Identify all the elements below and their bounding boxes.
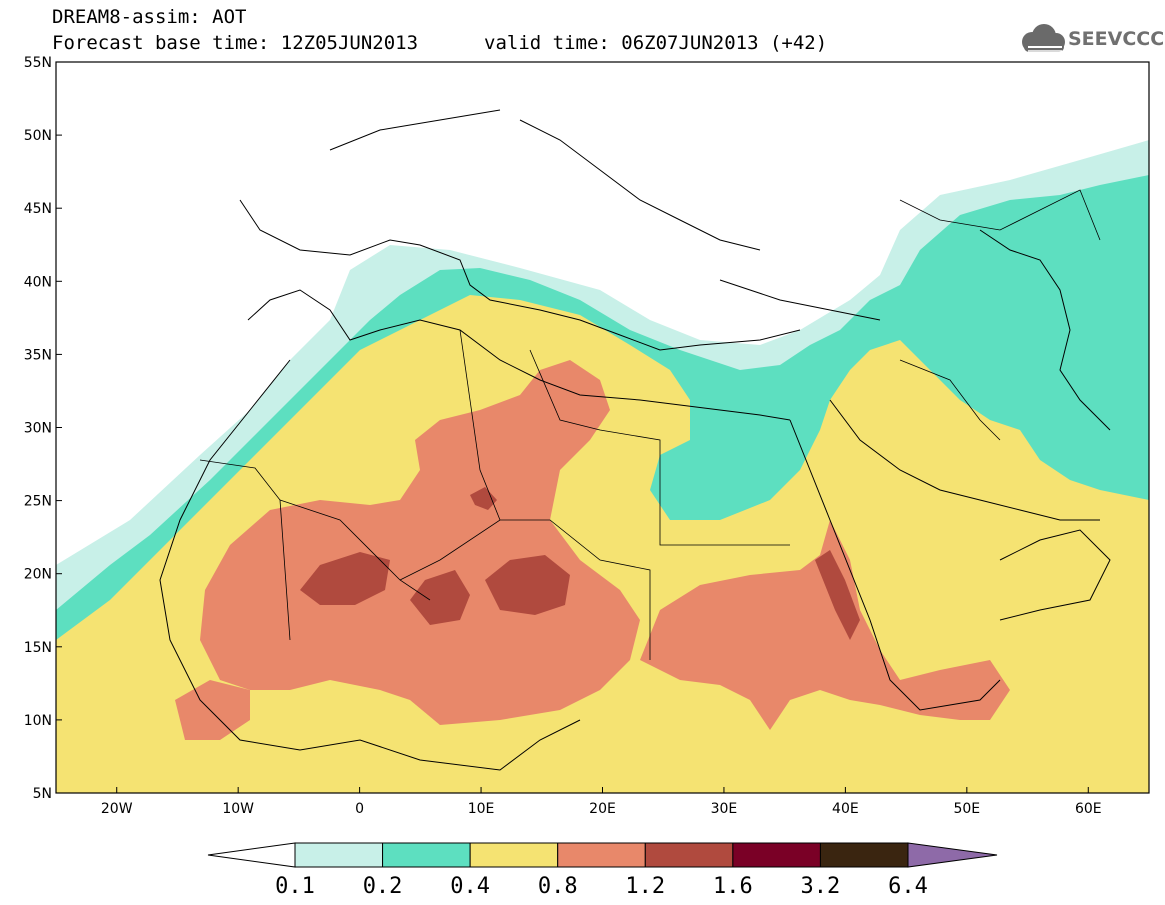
longitude-axis: 20W 10W 0 10E 20E 30E 40E 50E 60E	[101, 787, 1102, 817]
lat-tick-label: 50N	[24, 128, 52, 144]
aot-level-0.8-sahara	[200, 360, 640, 725]
colorbar-label: 3.2	[801, 874, 841, 899]
colorbar-segment	[819, 842, 909, 868]
colorbar-under-arrow	[207, 842, 296, 868]
aot-level-1.2-e	[815, 550, 860, 640]
lon-tick-label: 0	[355, 801, 364, 817]
lon-tick-label: 50E	[953, 801, 980, 817]
colorbar-label: 0.1	[275, 874, 315, 899]
aot-level-0.8-east	[640, 520, 1010, 730]
colorbar-label: 1.6	[713, 874, 753, 899]
colorbar-segment	[732, 842, 821, 868]
aot-level-1.2-c	[485, 555, 570, 615]
aot-level-1.2-d	[470, 487, 497, 510]
aot-level-1.2-b	[410, 570, 470, 625]
colorbar-segment	[382, 842, 471, 868]
lat-tick-label: 5N	[33, 786, 52, 802]
colorbar-label: 1.2	[625, 874, 665, 899]
colorbar-label: 0.8	[538, 874, 578, 899]
logo-text: SEEVCCC	[1068, 28, 1165, 50]
lon-tick-label: 20E	[589, 801, 616, 817]
lon-tick-label: 20W	[101, 801, 133, 817]
lat-tick-label: 25N	[24, 494, 52, 510]
colorbar-segment	[294, 842, 384, 868]
colorbar: 0.1 0.2 0.4 0.8 1.2 1.6 3.2 6.4	[207, 842, 998, 899]
colorbar-over-arrow	[907, 842, 998, 868]
aot-level-0.8-west	[175, 680, 250, 740]
coastlines	[159, 109, 1111, 771]
colorbar-label: 0.2	[363, 874, 403, 899]
lat-tick-label: 55N	[24, 55, 52, 71]
lat-tick-label: 45N	[24, 201, 52, 217]
country-borders	[199, 189, 1101, 660]
lon-tick-label: 10W	[222, 801, 254, 817]
colorbar-segment	[644, 842, 734, 868]
lat-tick-label: 20N	[24, 567, 52, 583]
lat-tick-label: 40N	[24, 274, 52, 290]
lon-tick-label: 30E	[711, 801, 738, 817]
lat-tick-label: 30N	[24, 421, 52, 437]
colorbar-segment	[469, 842, 559, 868]
lat-tick-label: 15N	[24, 640, 52, 656]
cloud-icon	[1022, 24, 1065, 52]
latitude-axis: 55N 50N 45N 40N 35N 30N 25N 20N 15N 10N 5N	[24, 55, 62, 802]
colorbar-segment	[557, 842, 646, 868]
lon-tick-label: 10E	[468, 801, 495, 817]
colorbar-label: 6.4	[888, 874, 928, 899]
valid-time: valid time: 06Z07JUN2013 (+42)	[484, 32, 828, 54]
forecast-base-time: Forecast base time: 12Z05JUN2013	[52, 32, 419, 54]
lat-tick-label: 10N	[24, 713, 52, 729]
lon-tick-label: 40E	[832, 801, 859, 817]
lon-tick-label: 60E	[1075, 801, 1102, 817]
colorbar-label: 0.4	[450, 874, 490, 899]
map-title: DREAM8-assim: AOT	[52, 6, 247, 28]
aot-level-1.2-a	[300, 552, 390, 605]
lat-tick-label: 35N	[24, 347, 52, 363]
